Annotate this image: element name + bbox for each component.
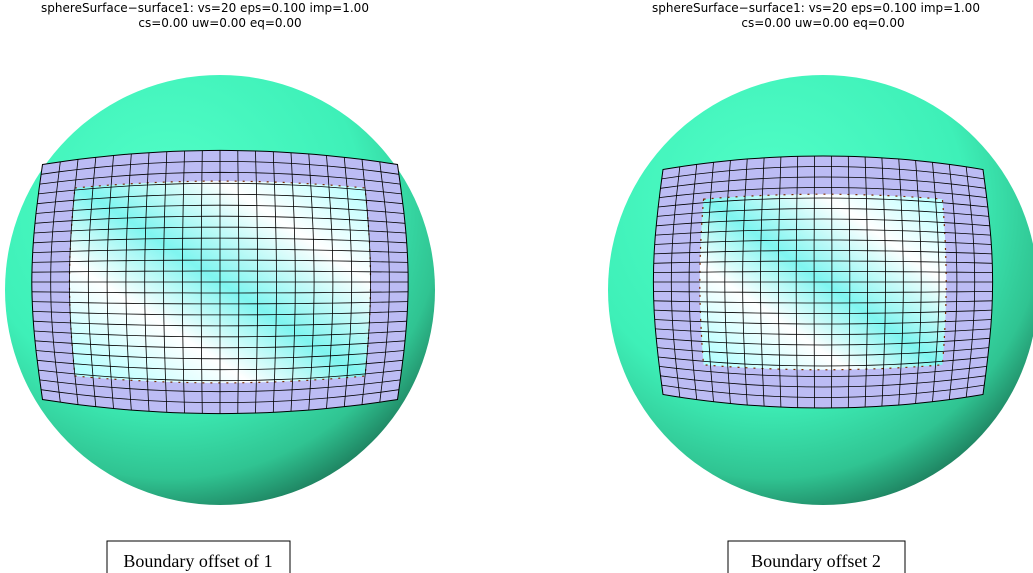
figure: sphereSurface−surface1: vs=20 eps=0.100 … [0, 0, 1033, 573]
caption: Boundary offset of 1 [123, 551, 272, 571]
panel-left: sphereSurface−surface1: vs=20 eps=0.100 … [5, 1, 435, 573]
panel-title: sphereSurface−surface1: vs=20 eps=0.100 … [41, 1, 369, 15]
surface-grid [653, 156, 992, 408]
caption: Boundary offset 2 [751, 551, 881, 571]
panel-subtitle: cs=0.00 uw=0.00 eq=0.00 [741, 16, 904, 30]
panel-subtitle: cs=0.00 uw=0.00 eq=0.00 [138, 16, 301, 30]
panel-title: sphereSurface−surface1: vs=20 eps=0.100 … [652, 1, 980, 15]
panel-right: sphereSurface−surface1: vs=20 eps=0.100 … [608, 1, 1033, 573]
surface-grid [32, 150, 408, 413]
